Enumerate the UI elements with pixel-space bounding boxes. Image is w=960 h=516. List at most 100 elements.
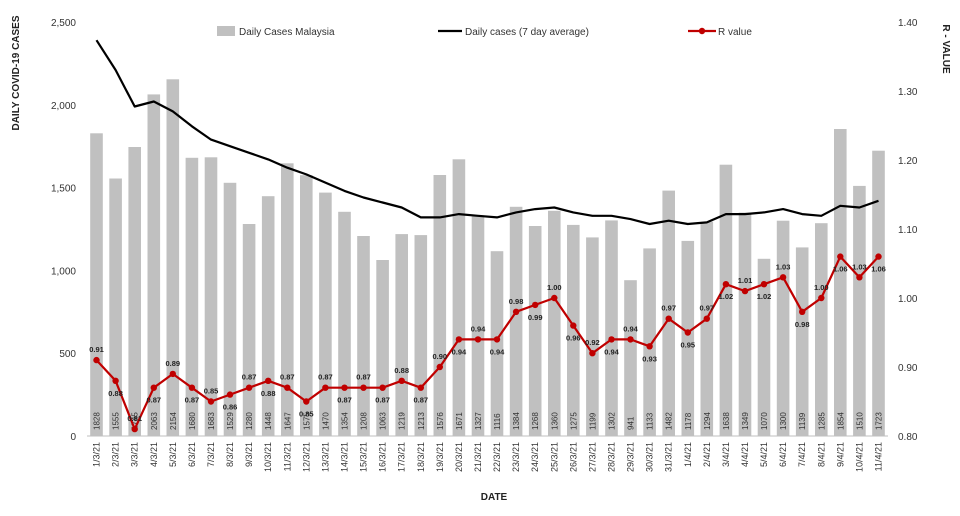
bar-3/3/21 (128, 147, 141, 436)
bar-value-labels: 1828 1555 1745 2063 2154 1680 1683 1529 1280 1448… (93, 412, 884, 430)
bar-27/3/21 (586, 237, 599, 436)
r-label-8/3/21: 0.86 (223, 403, 238, 412)
r-point-10/4/21 (856, 274, 863, 281)
x-tick-label: 12/3/21 (301, 442, 311, 472)
r-point-8/3/21 (226, 391, 234, 398)
bar-label-27/3/21: 1199 (588, 412, 597, 430)
bar-label-24/3/21: 1268 (531, 412, 540, 430)
r-label-27/3/21: 0.92 (585, 338, 600, 347)
x-tick-label: 29/3/21 (626, 442, 636, 472)
legend: Daily Cases Malaysia Daily cases (7 day a… (217, 26, 752, 38)
bar-label-5/4/21: 1070 (760, 412, 769, 430)
r-label-3/3/21: 0.81 (127, 414, 142, 423)
r-label-1/3/21: 0.91 (89, 345, 104, 354)
r-point-13/3/21 (322, 384, 329, 391)
bar-29/3/21 (624, 280, 637, 436)
r-label-17/3/21: 0.88 (394, 366, 409, 375)
legend-swatch-r-marker (698, 27, 706, 35)
x-tick-label: 18/3/21 (416, 442, 426, 472)
y-axis-title: DAILY COVID-19 CASES (11, 15, 22, 130)
r-label-19/3/21: 0.90 (432, 352, 447, 361)
bar-5/3/21 (166, 79, 180, 437)
r-point-6/3/21 (188, 384, 196, 391)
bar-10/4/21 (853, 185, 866, 436)
bar-label-19/3/21: 1576 (436, 412, 445, 430)
x-tick-label: 24/3/21 (530, 442, 540, 472)
legend-label-average: Daily cases (7 day average) (465, 27, 589, 38)
bar-label-14/3/21: 1354 (341, 412, 350, 430)
x-tick-label: 6/4/21 (778, 442, 788, 467)
x-tick-label: 7/3/21 (206, 442, 216, 467)
bar-17/3/21 (395, 234, 408, 436)
bar-label-1/3/21: 1828 (93, 412, 102, 430)
x-tick-label: 31/3/21 (664, 442, 674, 472)
x-tick-label: 16/3/21 (378, 442, 388, 472)
bar-label-11/3/21: 1647 (283, 412, 292, 430)
bar-25/3/21 (548, 210, 561, 436)
bar-label-21/3/21: 1327 (474, 412, 483, 430)
r-label-31/3/21: 0.97 (661, 304, 676, 313)
x-tick-label: 1/3/21 (92, 442, 102, 467)
r-label-20/3/21: 0.94 (452, 347, 467, 356)
bar-7/4/21 (795, 247, 809, 436)
r-point-23/3/21 (512, 308, 520, 315)
bar-14/3/21 (338, 211, 351, 436)
x-tick-label: 3/4/21 (721, 442, 731, 467)
r-label-1/4/21: 0.95 (680, 341, 695, 350)
x-tick-label: 27/3/21 (587, 442, 597, 472)
r-point-24/3/21 (532, 301, 539, 309)
x-tick-label: 30/3/21 (645, 442, 655, 472)
bar-label-16/3/21: 1063 (379, 412, 388, 430)
r-point-9/3/21 (245, 384, 253, 391)
bar-label-7/3/21: 1683 (207, 412, 216, 430)
bar-8/4/21 (815, 223, 828, 436)
bar-label-15/3/21: 1208 (360, 412, 369, 430)
r-point-31/3/21 (665, 315, 672, 322)
x-tick-label: 7/4/21 (797, 442, 807, 467)
r-point-17/3/21 (398, 377, 405, 384)
legend-label-r: R value (718, 27, 752, 38)
r-label-21/3/21: 0.94 (471, 324, 486, 333)
x-tick-label: 8/3/21 (225, 442, 235, 467)
bar-26/3/21 (567, 224, 580, 436)
x-tick-label: 9/4/21 (835, 442, 845, 467)
r-point-4/4/21 (741, 287, 749, 295)
x-tick-label: 25/3/21 (549, 442, 559, 472)
bar-label-3/4/21: 1638 (722, 412, 731, 430)
bar-label-28/3/21: 1302 (608, 412, 617, 430)
series-line-r-value (95, 255, 880, 431)
x-tick-label: 11/3/21 (282, 442, 292, 471)
r-label-25/3/21: 1.00 (547, 283, 562, 292)
x-tick-label: 2/3/21 (111, 442, 121, 467)
r-point-21/3/21 (474, 336, 482, 343)
legend-swatch-bars (217, 26, 235, 36)
r-point-25/3/21 (551, 294, 558, 302)
bar-30/3/21 (643, 248, 656, 436)
bar-7/3/21 (204, 157, 218, 437)
x-tick-label: 21/3/21 (473, 442, 483, 472)
average-line-layer (95, 39, 879, 226)
r-label-6/3/21: 0.87 (185, 396, 200, 405)
y2-tick-label: 1.00 (898, 294, 918, 305)
bar-label-23/3/21: 1384 (512, 412, 521, 430)
x-tick-label: 10/4/21 (854, 442, 864, 472)
bar-24/3/21 (528, 226, 542, 436)
r-label-13/3/21: 0.87 (318, 373, 333, 382)
r-label-8/4/21: 1.00 (814, 283, 829, 292)
r-label-5/3/21: 0.89 (165, 359, 180, 368)
bar-21/3/21 (471, 216, 485, 436)
bar-12/3/21 (300, 175, 313, 436)
x-tick-label: 28/3/21 (607, 442, 617, 472)
bar-label-9/4/21: 1854 (836, 412, 845, 430)
bar-label-3/3/21: 1745 (131, 412, 140, 430)
r-label-29/3/21: 0.94 (623, 324, 638, 333)
r-point-1/3/21 (93, 356, 100, 364)
r-label-26/3/21: 0.96 (566, 334, 581, 343)
x-axis-title: DATE (481, 492, 508, 503)
x-tick-label: 4/3/21 (149, 442, 159, 467)
r-label-10/4/21: 1.03 (852, 262, 867, 271)
x-tick-label: 9/3/21 (244, 442, 254, 467)
r-point-28/3/21 (608, 336, 615, 343)
r-label-14/3/21: 0.87 (337, 396, 352, 405)
bar-13/3/21 (319, 192, 332, 436)
